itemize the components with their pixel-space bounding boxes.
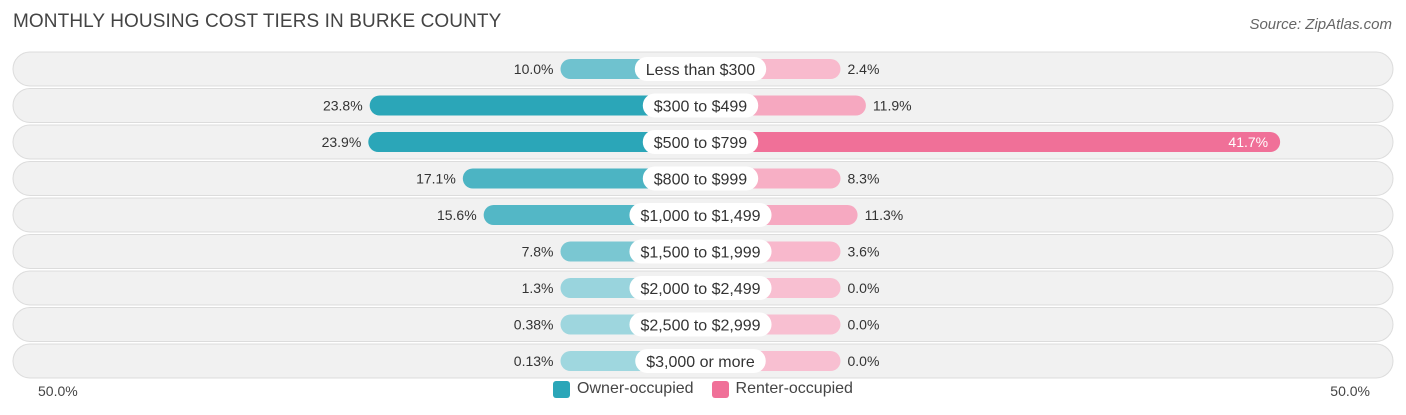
legend-label-owner: Owner-occupied xyxy=(577,380,694,397)
category-label: $300 to $499 xyxy=(654,99,748,116)
renter-value-label: 0.0% xyxy=(848,280,880,296)
category-pill xyxy=(642,93,759,118)
legend-item-owner: Owner-occupied xyxy=(553,380,694,398)
owner-value-label: 1.3% xyxy=(522,280,554,296)
renter-bar xyxy=(700,132,1281,152)
category-pill xyxy=(629,203,772,227)
source-credit: Source: ZipAtlas.com xyxy=(1249,16,1392,33)
legend-swatch-renter xyxy=(711,380,729,398)
owner-value-label: 7.8% xyxy=(522,244,554,260)
renter-value-label: 0.0% xyxy=(848,353,880,369)
owner-value-label: 23.9% xyxy=(322,134,362,150)
owner-bar xyxy=(368,132,701,152)
category-pill xyxy=(642,130,759,154)
category-label: $2,000 to $2,499 xyxy=(640,281,760,298)
axis-right-label: 50.0% xyxy=(1330,383,1370,399)
legend-item-renter: Renter-occupied xyxy=(711,380,853,398)
renter-value-label: 2.4% xyxy=(848,61,880,77)
legend-swatch-owner xyxy=(553,380,571,398)
owner-bar xyxy=(462,168,701,189)
renter-value-label: 41.7% xyxy=(1228,134,1268,150)
category-label: Less than $300 xyxy=(646,62,756,79)
category-label: $3,000 or more xyxy=(646,354,755,371)
owner-bar xyxy=(369,95,701,116)
category-pill xyxy=(629,312,772,337)
legend: Owner-occupied Renter-occupied xyxy=(0,380,1406,398)
legend-label-renter: Renter-occupied xyxy=(735,380,853,397)
chart-title: MONTHLY HOUSING COST TIERS IN BURKE COUN… xyxy=(13,11,502,32)
owner-value-label: 17.1% xyxy=(416,171,456,187)
category-pill xyxy=(629,276,772,300)
renter-value-label: 8.3% xyxy=(848,171,880,187)
axis-left-label: 50.0% xyxy=(38,383,78,399)
renter-value-label: 3.6% xyxy=(848,244,880,260)
owner-value-label: 0.38% xyxy=(514,317,554,333)
category-pill xyxy=(634,57,767,81)
category-label: $800 to $999 xyxy=(654,172,748,189)
renter-value-label: 11.9% xyxy=(873,98,912,114)
owner-value-label: 10.0% xyxy=(514,61,554,77)
category-pill xyxy=(629,239,772,264)
category-pill xyxy=(642,166,759,191)
category-label: $1,000 to $1,499 xyxy=(640,208,760,225)
category-label: $2,500 to $2,999 xyxy=(640,318,760,335)
owner-value-label: 0.13% xyxy=(514,353,554,369)
category-label: $500 to $799 xyxy=(654,135,748,152)
category-label: $1,500 to $1,999 xyxy=(640,245,760,262)
category-pill xyxy=(635,349,766,373)
owner-value-label: 15.6% xyxy=(437,207,477,223)
renter-value-label: 11.3% xyxy=(865,207,904,223)
renter-value-label: 0.0% xyxy=(848,317,880,333)
owner-value-label: 23.8% xyxy=(323,98,363,114)
